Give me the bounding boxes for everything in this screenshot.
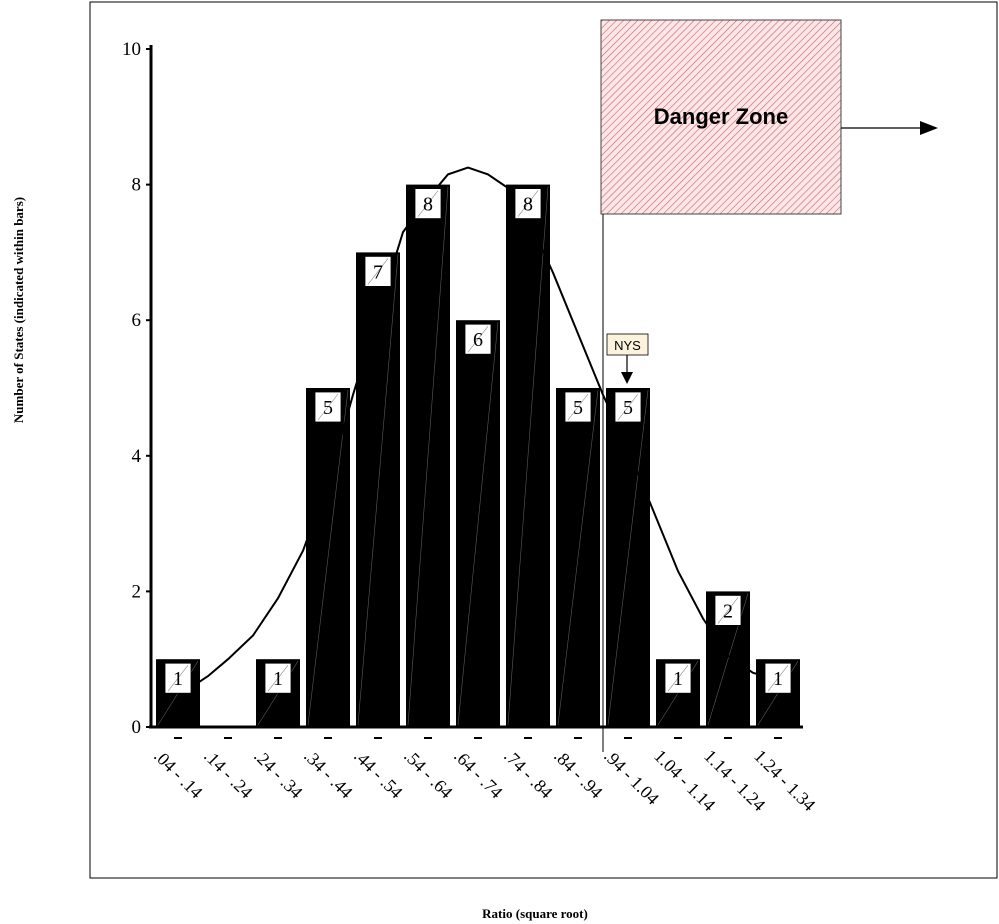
value-label-text-4: 7 bbox=[373, 261, 383, 283]
value-label-4: 7 bbox=[364, 255, 392, 287]
value-label-slash-4 bbox=[367, 258, 389, 285]
value-label-11: 2 bbox=[714, 595, 742, 626]
nys-annotation: NYS bbox=[606, 333, 649, 384]
danger-zone-box bbox=[600, 19, 842, 215]
bar-shine-5 bbox=[407, 186, 449, 726]
bar-shine-9 bbox=[607, 389, 649, 726]
value-label-text-2: 1 bbox=[273, 668, 283, 690]
value-label-text-8: 5 bbox=[573, 397, 583, 419]
value-label-slash-11 bbox=[717, 597, 739, 624]
x-tick-label-4: .44 - .54 bbox=[350, 746, 407, 803]
value-label-slash-12 bbox=[767, 665, 789, 692]
bar-shine-4 bbox=[357, 254, 399, 726]
value-label-box-2 bbox=[264, 662, 292, 694]
value-label-text-5: 8 bbox=[423, 194, 433, 216]
x-tick-label-3: .34 - .44 bbox=[300, 746, 357, 803]
value-label-text-9: 5 bbox=[623, 397, 633, 419]
value-label-slash-10 bbox=[667, 665, 689, 692]
danger-zone-label: Danger Zone bbox=[654, 104, 788, 129]
x-tick-label-6: .64 - .74 bbox=[450, 746, 507, 803]
x-tick-label-8: .84 - .94 bbox=[550, 746, 607, 803]
bar-shine-3 bbox=[307, 389, 349, 726]
value-label-text-11: 2 bbox=[723, 600, 733, 622]
value-label-slash-8 bbox=[567, 393, 589, 421]
y-tick-label-8: 8 bbox=[132, 175, 142, 196]
value-label-slash-6 bbox=[467, 326, 489, 353]
value-label-12: 1 bbox=[764, 662, 792, 694]
value-label-text-0: 1 bbox=[173, 668, 183, 690]
value-label-6: 6 bbox=[464, 323, 492, 355]
value-label-slash-0 bbox=[167, 665, 189, 692]
value-label-7: 8 bbox=[514, 188, 542, 220]
nys-label: NYS bbox=[614, 338, 641, 353]
x-tick-label-2: .24 - .34 bbox=[250, 746, 307, 803]
x-tick-label-5: .54 - .64 bbox=[400, 746, 457, 803]
value-label-slash-5 bbox=[417, 190, 439, 217]
bar-shine-8 bbox=[557, 389, 599, 726]
value-label-text-6: 6 bbox=[473, 329, 483, 351]
y-axis-label: Number of States (indicated within bars) bbox=[11, 197, 26, 423]
value-label-slash-3 bbox=[317, 393, 339, 421]
x-axis-label: Ratio (square root) bbox=[482, 906, 588, 921]
value-label-0: 1 bbox=[164, 662, 192, 694]
y-tick-label-10: 10 bbox=[122, 39, 141, 60]
y-tick-label-2: 2 bbox=[132, 581, 142, 602]
bar-shine-7 bbox=[507, 186, 549, 726]
value-label-5: 8 bbox=[414, 188, 442, 220]
value-label-text-3: 5 bbox=[323, 397, 333, 419]
chart-frame bbox=[89, 1, 998, 879]
bar-shine-6 bbox=[457, 322, 499, 726]
x-tick-label-7: .74 - .84 bbox=[500, 746, 557, 803]
value-label-2: 1 bbox=[264, 662, 292, 694]
value-label-slash-9 bbox=[617, 393, 639, 421]
x-tick-label-1: .14 - .24 bbox=[200, 746, 257, 803]
value-label-text-7: 8 bbox=[523, 194, 533, 216]
danger-zone-arrowhead bbox=[920, 121, 938, 135]
trend-curve bbox=[181, 166, 779, 694]
nys-arrowhead bbox=[621, 372, 633, 384]
value-label-10: 1 bbox=[664, 662, 692, 694]
y-tick-label-6: 6 bbox=[132, 310, 142, 331]
y-tick-label-0: 0 bbox=[132, 717, 142, 738]
value-label-box-9 bbox=[614, 391, 642, 423]
value-label-slash-7 bbox=[517, 190, 539, 217]
value-label-9: 5 bbox=[614, 391, 642, 423]
value-label-text-12: 1 bbox=[773, 668, 783, 690]
value-label-slash-2 bbox=[267, 665, 289, 692]
x-tick-label-0: .04 - .14 bbox=[150, 746, 207, 803]
y-tick-label-4: 4 bbox=[132, 446, 142, 467]
value-label-text-10: 1 bbox=[673, 668, 683, 690]
value-label-8: 5 bbox=[564, 391, 592, 423]
value-label-3: 5 bbox=[314, 391, 342, 423]
